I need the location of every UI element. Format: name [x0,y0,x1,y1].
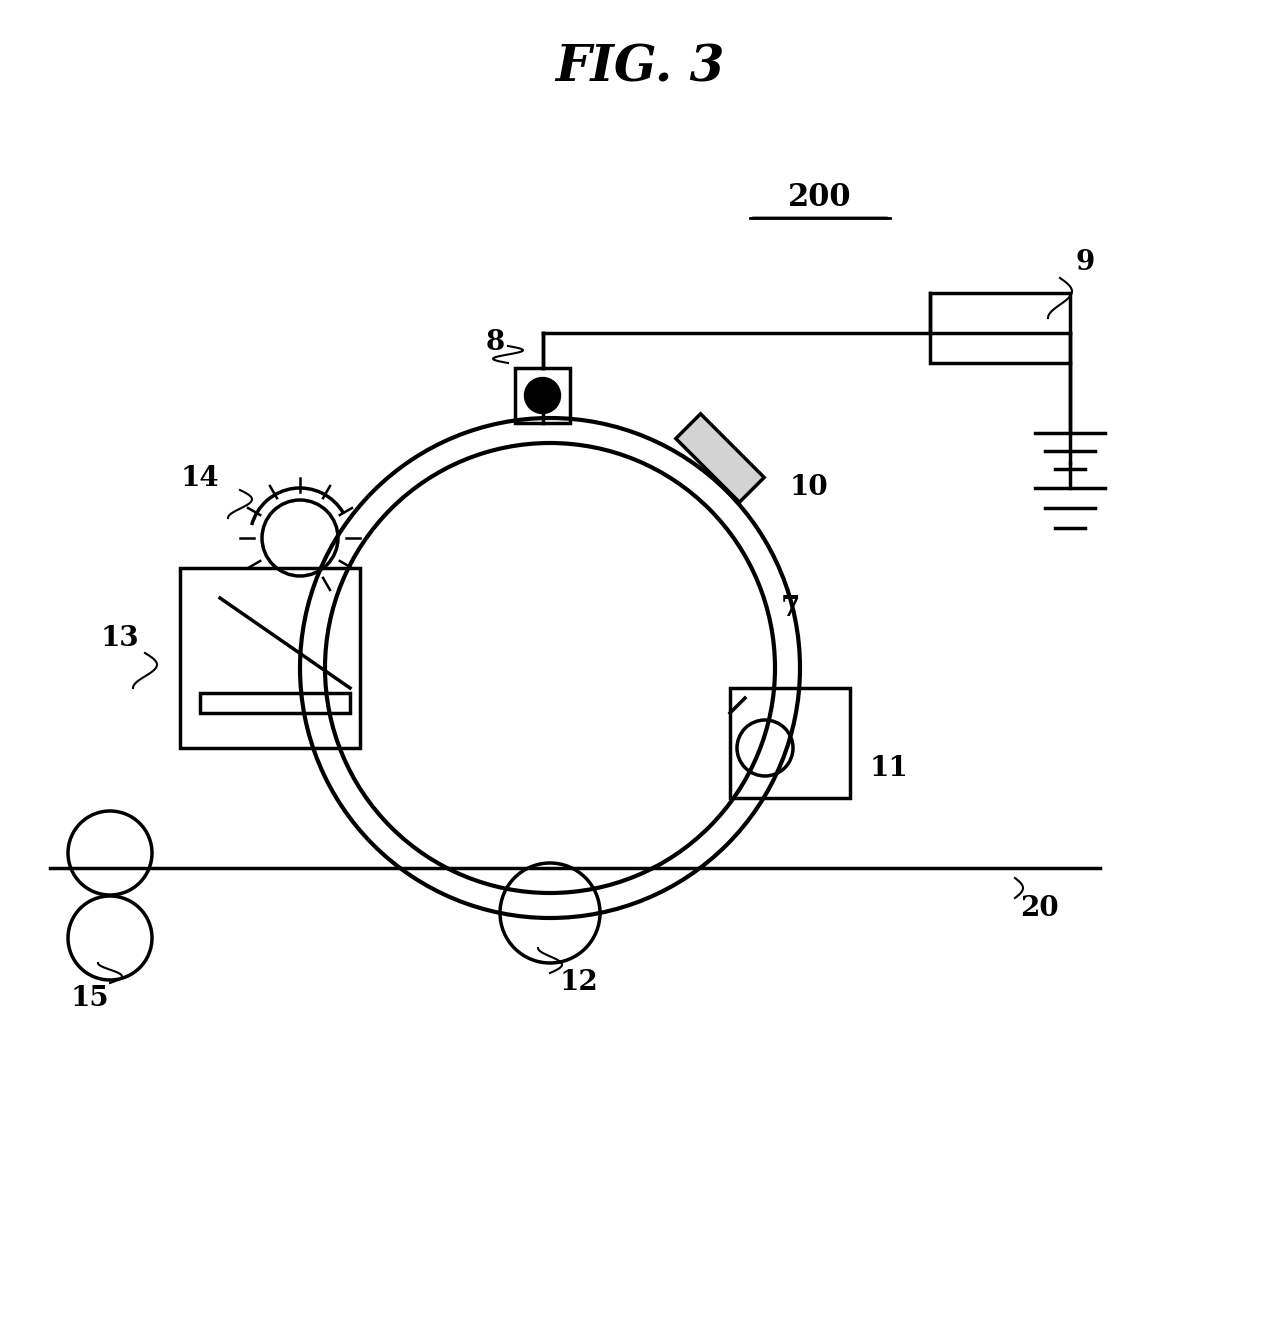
Bar [730,688,851,797]
Text: FIG. 3: FIG. 3 [555,43,725,92]
Bar [515,368,570,423]
Text: 20: 20 [1020,895,1058,921]
Bar [200,693,350,713]
Bar [181,568,360,749]
Text: 9: 9 [1075,249,1095,277]
Bar [930,293,1070,362]
Text: 11: 11 [870,754,908,782]
Text: 12: 12 [560,970,598,996]
Text: 7: 7 [780,594,799,622]
Bar [676,414,765,502]
Text: 13: 13 [101,625,140,651]
Text: 10: 10 [790,474,829,502]
Text: 14: 14 [181,464,219,492]
Text: 8: 8 [485,330,505,356]
Circle shape [524,377,561,414]
Text: 15: 15 [70,985,109,1011]
Text: 200: 200 [788,182,852,214]
